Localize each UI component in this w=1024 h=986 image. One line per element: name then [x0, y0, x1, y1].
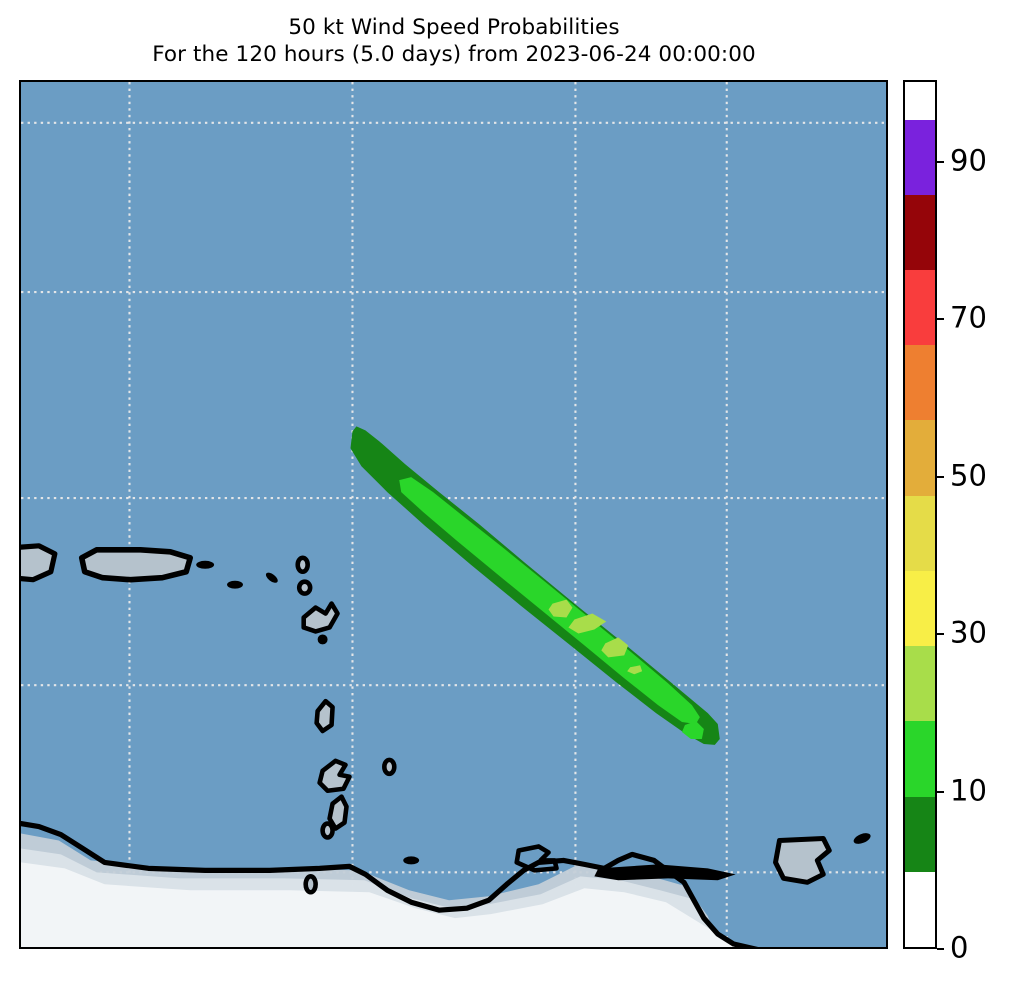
colorbar-tick-label-70: 70 [950, 300, 987, 335]
st-lucia [327, 794, 349, 831]
coastal-strip [594, 864, 736, 881]
title-line-2: For the 120 hours (5.0 days) from 2023-0… [152, 42, 756, 67]
colorbar-band-20-30 [905, 646, 935, 722]
colorbar-tick-label-90: 90 [950, 143, 987, 178]
st-vincent [320, 821, 335, 840]
colorbar-band-30-40 [905, 570, 935, 647]
contour-20-30 [627, 665, 643, 675]
colorbar-band-50-60 [905, 420, 935, 496]
hispaniola-east-tip [21, 543, 58, 583]
island [295, 555, 310, 575]
colorbar-band-80-90 [905, 194, 935, 271]
land-interior [21, 862, 738, 947]
islet-group [514, 844, 559, 873]
south-america-coast [21, 820, 886, 947]
island [317, 634, 328, 645]
colorbar-band-90-100 [905, 119, 935, 195]
contour-20-30 [601, 637, 629, 658]
chart-title: 50 kt Wind Speed Probabilities For the 1… [0, 14, 908, 68]
guadeloupe [301, 601, 340, 634]
colorbar-band-5-10 [905, 796, 935, 872]
contour-20-30 [568, 613, 607, 634]
st-croix-island [227, 580, 243, 589]
colorbar-tick-label-10: 10 [950, 773, 987, 808]
colorbar-band-0-5 [905, 871, 935, 947]
island [265, 572, 278, 583]
colorbar-tick-mark-30 [937, 633, 944, 635]
martinique [317, 758, 352, 794]
colorbar-tick-label-30: 30 [950, 615, 987, 650]
colorbar-tick-label-50: 50 [950, 458, 987, 493]
probability-contours [350, 426, 720, 745]
vieques-island [196, 560, 215, 569]
colorbar-band-60-70 [905, 345, 935, 421]
colorbar-band-40-50 [905, 495, 935, 571]
colorbar-band-10-20 [905, 721, 935, 797]
barbados [382, 757, 397, 777]
colorbar-tick-mark-70 [937, 318, 944, 320]
colorbar-tick-mark-90 [937, 161, 944, 163]
dominica [314, 698, 335, 734]
map-svg [21, 82, 886, 947]
title-line-1: 50 kt Wind Speed Probabilities [288, 15, 620, 40]
colorbar[interactable] [903, 80, 937, 949]
contour-20-30 [548, 599, 573, 618]
colorbar-tick-label-0: 0 [950, 930, 969, 965]
puerto-rico [78, 547, 243, 589]
contour-20-30-group [548, 599, 643, 675]
colorbar-tick-mark-50 [937, 476, 944, 478]
trinidad [773, 836, 832, 885]
contour-10-20 [399, 477, 700, 725]
contour-10-20-tip [681, 721, 704, 739]
island [296, 579, 313, 596]
grenada [303, 874, 318, 895]
colorbar-tick-mark-0 [937, 948, 944, 950]
map-axes[interactable] [19, 80, 888, 949]
colorbar-tick-mark-10 [937, 791, 944, 793]
islet [853, 833, 871, 844]
lesser-antilles-chain [265, 555, 397, 895]
colorbar-band-70-80 [905, 269, 935, 346]
islet [403, 856, 420, 865]
